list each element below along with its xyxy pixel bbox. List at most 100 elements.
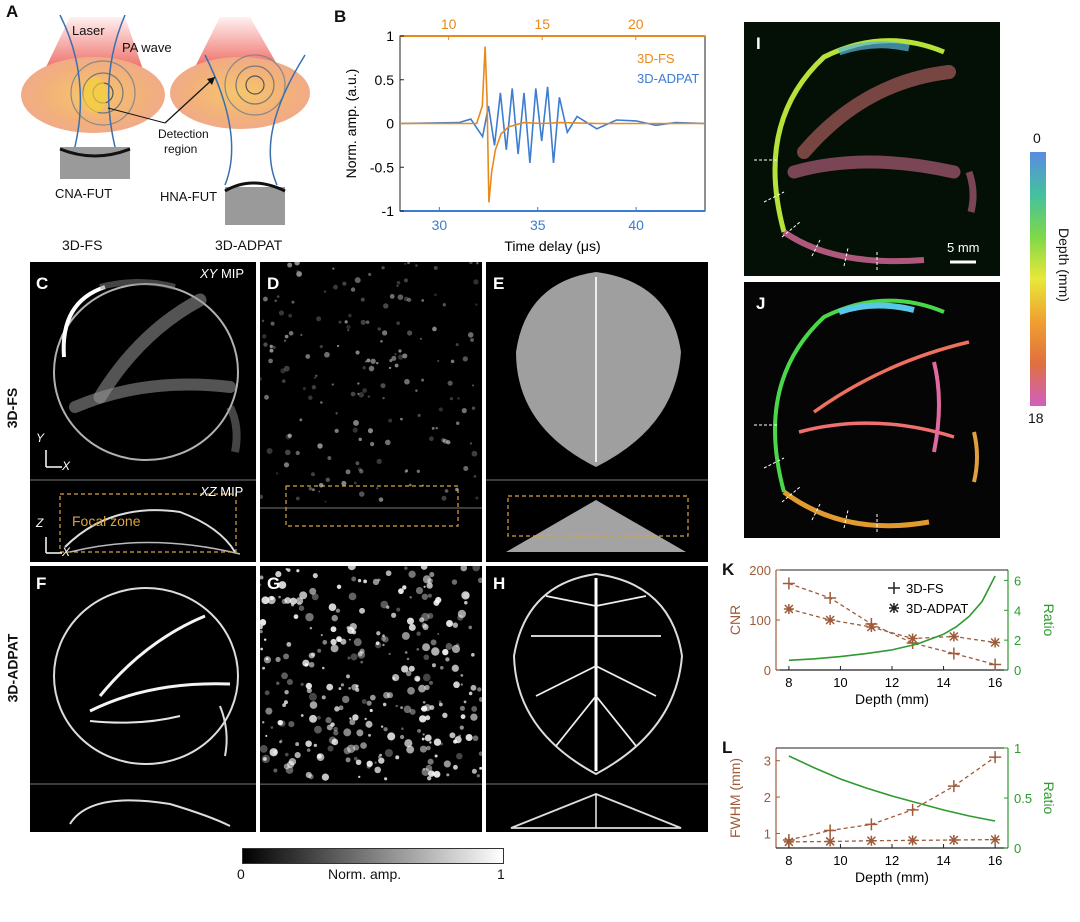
- bead-dot: [386, 605, 390, 609]
- bead-dot: [311, 593, 319, 601]
- y-tick-label: 3: [764, 754, 771, 769]
- bead-dot: [351, 629, 357, 635]
- bead-dot: [360, 319, 366, 325]
- bead-dot: [325, 477, 331, 483]
- ratio-curve: [788, 755, 996, 822]
- bead-dot: [269, 748, 278, 757]
- bead-dot: [288, 330, 294, 336]
- bead-dot: [283, 462, 290, 468]
- x-tick-label: 10: [833, 853, 847, 868]
- bead-dot: [380, 339, 383, 343]
- bead-dot: [354, 277, 361, 284]
- bead-dot: [336, 636, 342, 643]
- bead-dot: [378, 497, 384, 502]
- bead-dot: [404, 262, 407, 265]
- bead-dot: [330, 626, 337, 633]
- bead-dot: [368, 365, 375, 372]
- bead-dot: [282, 703, 286, 707]
- bead-dot: [369, 441, 375, 447]
- grayscale-label: Norm. amp.: [328, 866, 402, 882]
- bead-dot: [451, 644, 461, 654]
- marker-asterisk: [990, 637, 1001, 648]
- bead-dot: [456, 752, 463, 760]
- bead-dot: [426, 582, 433, 589]
- xz-mip-rest: MIP: [216, 484, 244, 499]
- y-tick-label: -0.5: [370, 159, 394, 175]
- bead-dot: [344, 320, 348, 324]
- bead-dot: [381, 266, 385, 270]
- bead-dot: [420, 566, 428, 570]
- bead-dot: [427, 578, 433, 584]
- y-tick-label: 100: [749, 613, 771, 628]
- bead-dot: [377, 327, 381, 331]
- bead-dot: [423, 654, 430, 661]
- bead-dot: [350, 653, 358, 661]
- bead-dot: [401, 632, 410, 640]
- bead-dot: [360, 742, 367, 749]
- bead-dot: [336, 344, 340, 348]
- bead-dot: [470, 713, 478, 721]
- bead-dot: [460, 566, 468, 572]
- bead-dot: [451, 579, 458, 585]
- bead-dot: [394, 353, 397, 356]
- bead-dot: [347, 566, 356, 571]
- bead-dot: [308, 661, 315, 668]
- bead-dot: [441, 438, 446, 443]
- bead-dot: [365, 720, 373, 728]
- bead-dot: [366, 358, 371, 363]
- bead-dot: [399, 734, 405, 740]
- x-tick-label: 8: [785, 853, 792, 868]
- bead-dot: [376, 631, 381, 636]
- y-axis-label: Norm. amp. (a.u.): [343, 69, 359, 179]
- bead-dot: [475, 496, 479, 500]
- bead-dot: [477, 687, 482, 692]
- y2-tick-label: 0.5: [1014, 791, 1032, 806]
- bead-dot: [409, 708, 416, 715]
- bead-dot: [433, 770, 441, 778]
- region-label: region: [164, 142, 198, 156]
- bead-dot: [421, 737, 425, 741]
- bead-dot: [278, 310, 285, 316]
- axis-z-label: Z: [36, 516, 44, 530]
- bead-dot: [388, 418, 393, 423]
- bead-dot: [298, 605, 305, 611]
- bead-dot: [281, 379, 286, 383]
- bead-dot: [283, 700, 288, 705]
- bead-dot: [284, 689, 289, 695]
- x-tick-label: 10: [833, 675, 847, 690]
- bead-dot: [426, 745, 431, 751]
- bead-dot: [342, 281, 347, 286]
- marker-asterisk: [990, 834, 1001, 845]
- bead-dot: [400, 706, 403, 709]
- y-tick-label: 1: [386, 28, 394, 44]
- series-line-3d-fs: [788, 582, 996, 666]
- depth-bar-bottom: 18: [1028, 410, 1044, 426]
- marker-plus: [782, 577, 795, 590]
- bead-dot: [443, 438, 448, 444]
- series-line-3d-fs: [788, 756, 996, 841]
- bead-dot: [388, 652, 391, 656]
- bead-dot: [419, 745, 427, 753]
- bead-dot: [309, 587, 317, 595]
- bead-dot: [332, 267, 335, 270]
- depth-bar-top: 0: [1033, 130, 1041, 146]
- bead-dot: [433, 599, 440, 606]
- bead-dot: [359, 469, 364, 474]
- bead-dot: [431, 772, 435, 776]
- bead-dot: [473, 474, 477, 478]
- bead-dot: [289, 597, 297, 605]
- image-panel-h: [486, 566, 708, 832]
- bead-dot: [422, 643, 431, 652]
- bead-dot: [434, 754, 438, 758]
- bead-dot: [396, 284, 399, 288]
- legend-entry-3d-fs: 3D-FS: [906, 581, 944, 596]
- x-tick-label: 8: [785, 675, 792, 690]
- bead-dot: [330, 638, 337, 646]
- bead-dot: [405, 469, 409, 473]
- bead-dot: [453, 764, 458, 770]
- bead-dot: [403, 278, 408, 283]
- pa-wave-left: [70, 60, 136, 126]
- marker-asterisk: [825, 615, 836, 625]
- bead-dot: [419, 337, 422, 340]
- bead-dot: [351, 683, 359, 691]
